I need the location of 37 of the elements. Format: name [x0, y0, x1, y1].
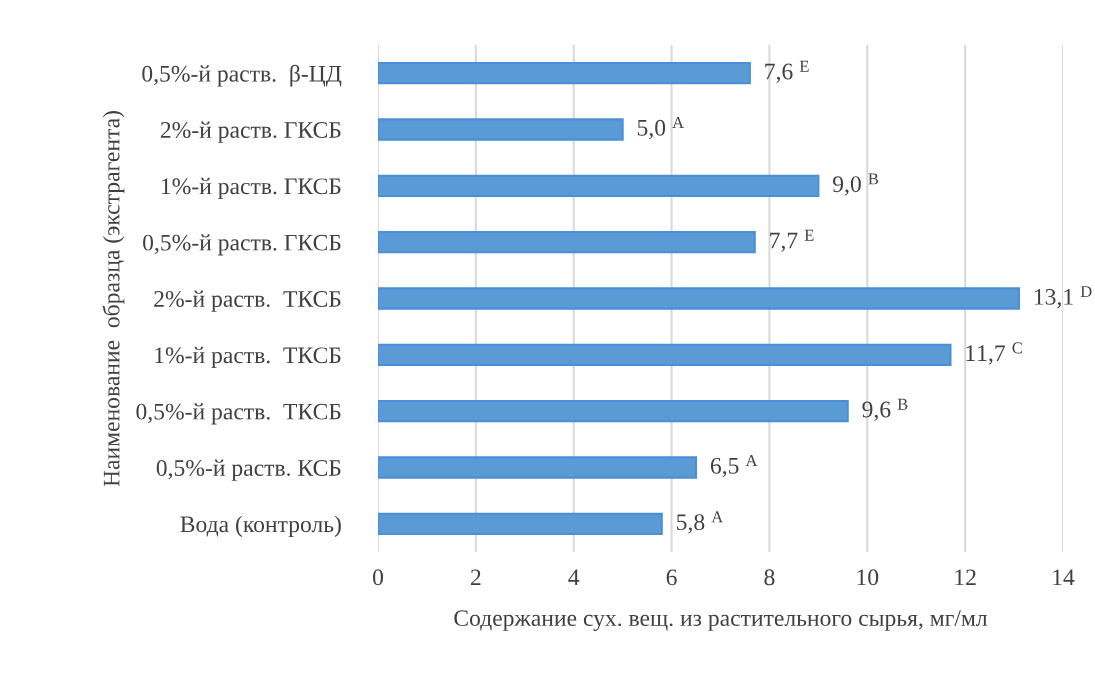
x-tick-label: 10 [857, 569, 879, 586]
y-tick-label: 1%-й раств. ТКСБ [155, 346, 341, 369]
data-label: 7,6 $^{E}$ [765, 60, 809, 83]
bar [378, 512, 663, 536]
y-tick-label: 0,5%-й раств. ГКСБ [143, 234, 341, 256]
y-tick-label: 2%-й раств. ГКСБ [160, 121, 341, 143]
y-tick-label: 0,5%-й раств. ТКСБ [136, 403, 341, 425]
x-tick-label: 2 [470, 569, 481, 586]
x-tick-label: 6 [666, 569, 677, 586]
data-label: 7,7 $^{E}$ [770, 229, 814, 252]
bar [378, 287, 1020, 310]
data-label: 13,1 $^{D}$ [1034, 286, 1092, 309]
y-axis-title: Наименование образца (экстрагента) [102, 111, 125, 487]
data-label: 9,0 $^{B}$ [833, 173, 879, 196]
y-tick-label: 2%-й раств. ТКСБ [154, 290, 341, 312]
y-tick-label: 0,5%-й раств. КСБ [156, 459, 341, 481]
bar [378, 399, 849, 423]
bar [378, 230, 756, 254]
x-tick-label: 12 [955, 569, 976, 586]
y-tick-label: 0,5%-й раств. β-ЦД [142, 64, 342, 87]
bar [378, 61, 751, 85]
data-label: 11,7 $^{C}$ [966, 342, 1022, 365]
data-label: 5,8 $^{A}$ [677, 511, 724, 534]
y-tick-label: 1%-й раств. ГКСБ [161, 177, 341, 200]
x-tick-label: 14 [1053, 569, 1075, 586]
bar [378, 456, 698, 479]
bar [378, 343, 952, 367]
bar [378, 118, 624, 141]
data-label: 5,0 $^{A}$ [637, 117, 684, 140]
x-axis-title: Содержание сух. вещ. из растительного сырья, мг/мл [454, 610, 988, 631]
x-tick-label: 0 [373, 569, 383, 586]
data-label: 6,5 $^{A}$ [710, 455, 758, 478]
bar [378, 174, 820, 198]
y-tick-label: Вода (контроль) [180, 515, 341, 538]
data-label: 9,6 $^{B}$ [862, 398, 908, 421]
x-tick-label: 4 [568, 569, 580, 586]
x-tick-label: 8 [764, 569, 775, 586]
